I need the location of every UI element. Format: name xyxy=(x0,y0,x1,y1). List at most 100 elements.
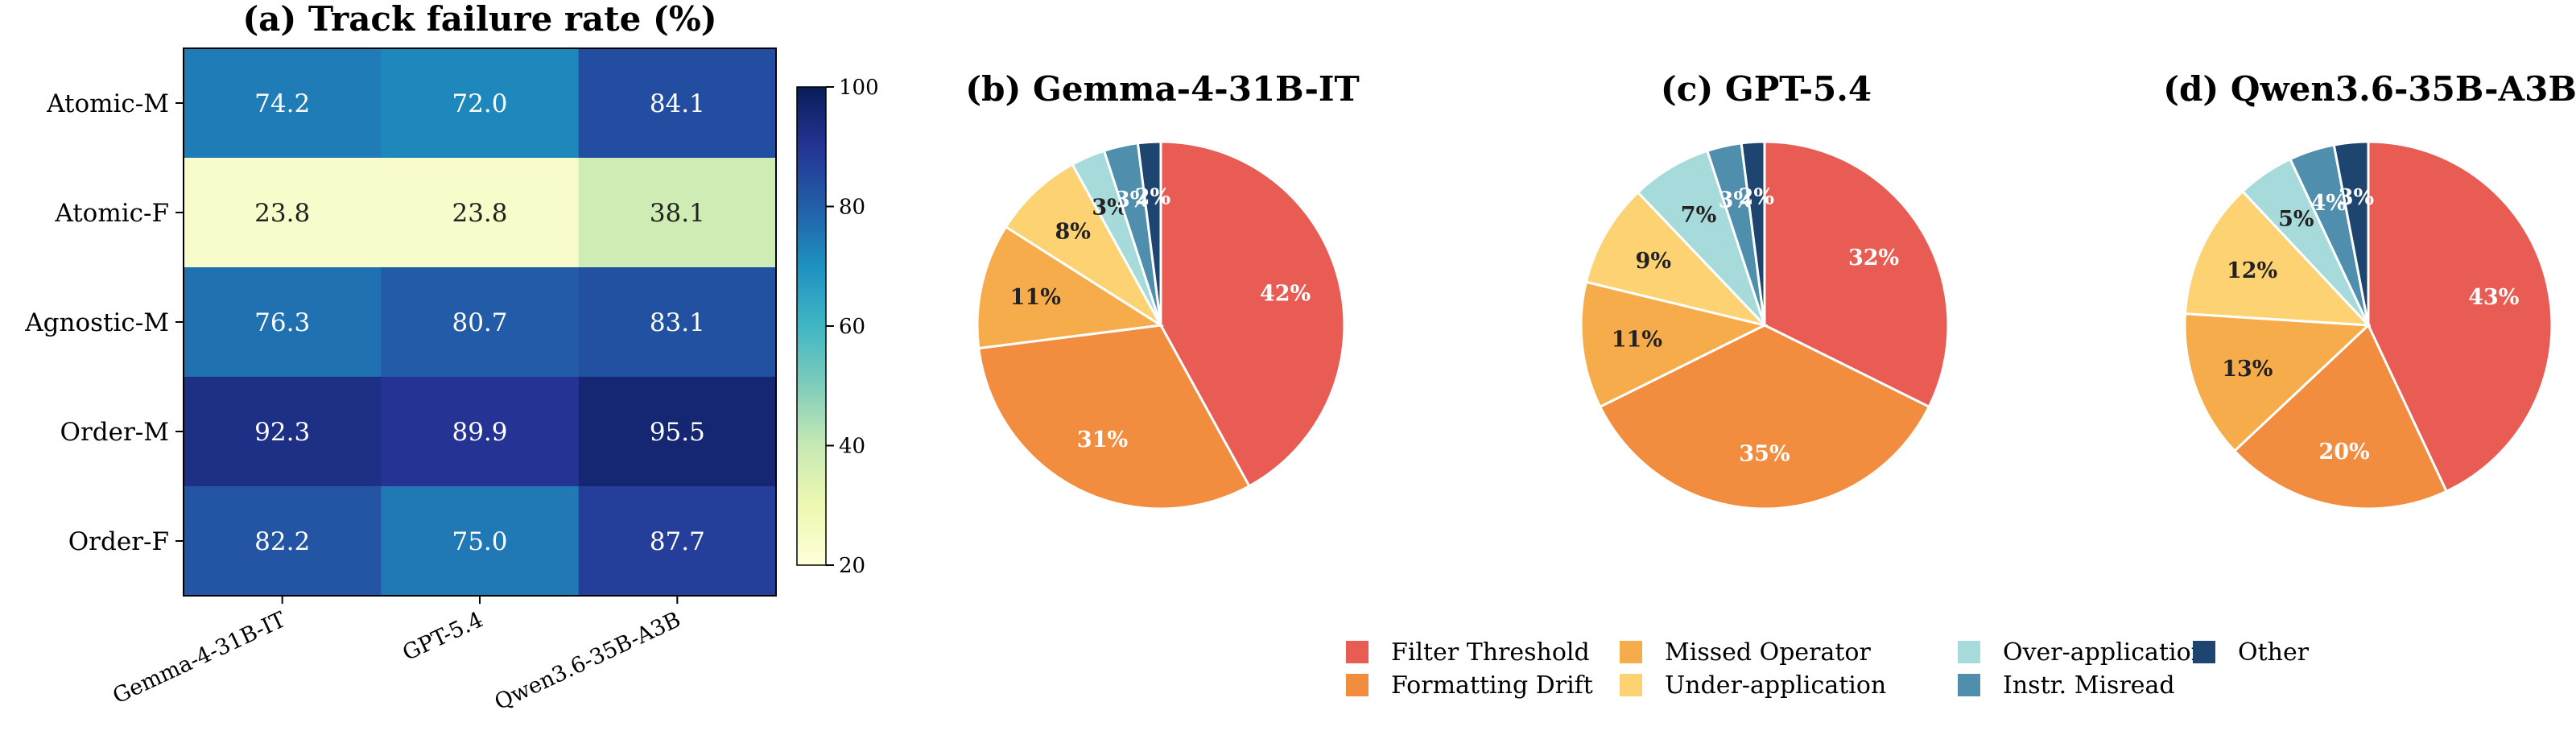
heatmap-row-label: Atomic-F xyxy=(54,199,169,228)
heatmap-cell-value: 92.3 xyxy=(254,418,310,447)
heatmap-cell-value: 23.8 xyxy=(452,199,507,228)
heatmap-cell-value: 84.1 xyxy=(650,89,705,118)
pie-slice xyxy=(1136,140,1162,326)
pie-slice-label: 20% xyxy=(2318,440,2369,465)
heatmap-cell-value: 23.8 xyxy=(254,199,310,228)
legend-item: Under-application xyxy=(1620,671,1886,700)
heatmap-cell-value: 87.7 xyxy=(650,527,705,556)
pie-slice-label: 12% xyxy=(2227,258,2277,283)
colorbar-gradient xyxy=(796,86,827,566)
heatmap-title: (a) Track failure rate (%) xyxy=(242,0,716,39)
legend: Filter Threshold Formatting Drift Missed O… xyxy=(1346,638,2310,700)
heatmap-panel: (a) Track failure rate (%) 74.2 72.0 84.1 2… xyxy=(24,0,777,715)
pie-title: (b) Gemma-4-31B-IT xyxy=(965,69,1360,109)
legend-swatch xyxy=(1620,641,1642,663)
legend-swatch xyxy=(1346,641,1368,663)
legend-label: Under-application xyxy=(1665,671,1886,700)
legend-item: Over-application xyxy=(1958,638,2207,667)
pie-slice xyxy=(1159,140,1346,488)
legend-swatch xyxy=(1620,674,1642,696)
heatmap-cell xyxy=(578,48,777,159)
heatmap-cell xyxy=(184,486,382,597)
heatmap-cell-value: 80.7 xyxy=(452,308,507,337)
legend-swatch xyxy=(1346,674,1368,696)
pie-slice xyxy=(1636,149,1766,327)
heatmap-col-label: GPT-5.4 xyxy=(398,607,486,666)
heatmap-cell-value: 95.5 xyxy=(650,418,705,447)
colorbar-tick-label: 40 xyxy=(839,435,865,459)
heatmap-cell xyxy=(381,377,580,487)
pie-slice-label: 2% xyxy=(1739,185,1774,210)
pie-slice-label: 35% xyxy=(1739,442,1790,467)
legend-label: Formatting Drift xyxy=(1391,671,1593,700)
legend-label: Filter Threshold xyxy=(1391,638,1590,667)
legend-item: Formatting Drift xyxy=(1346,671,1593,700)
heatmap-cell xyxy=(184,48,382,159)
legend-label: Other xyxy=(2238,638,2310,667)
pie-slice xyxy=(977,324,1251,510)
pie-slice-label: 2% xyxy=(1135,185,1170,210)
colorbar-tick-label: 20 xyxy=(839,554,865,578)
pie-slice xyxy=(2183,312,2372,453)
pie-title: (d) Qwen3.6-35B-A3B xyxy=(2163,69,2576,109)
heatmap-row-label: Atomic-M xyxy=(46,89,169,118)
heatmap-cell xyxy=(184,377,382,487)
colorbar: 20 40 60 80 100 xyxy=(796,76,879,578)
pie-slice xyxy=(2332,140,2370,326)
pie-slice-label: 42% xyxy=(1260,281,1311,306)
pie-slice-label: 32% xyxy=(1848,246,1899,270)
legend-item: Instr. Misread xyxy=(1958,671,2175,700)
colorbar-tick-label: 100 xyxy=(839,76,879,100)
colorbar-tick-label: 80 xyxy=(839,196,865,220)
pie-slice xyxy=(1763,140,1950,409)
pie-slice-label: 11% xyxy=(1010,285,1061,310)
heatmap-row-label: Agnostic-M xyxy=(24,308,169,337)
pie-slice xyxy=(1598,324,1931,510)
legend-swatch xyxy=(1958,641,1980,663)
legend-label: Over-application xyxy=(2003,638,2207,667)
pie-slice xyxy=(1740,140,1766,326)
pie-chart: (c) GPT-5.432%35%11%9%7%3%2% xyxy=(1579,69,1950,510)
legend-swatch xyxy=(1958,674,1980,696)
pie-title: (c) GPT-5.4 xyxy=(1661,69,1872,109)
heatmap-cell-value: 38.1 xyxy=(650,199,705,228)
colorbar-tick-label: 60 xyxy=(839,315,865,339)
pie-slice-label: 31% xyxy=(1077,427,1128,452)
pie-slice-label: 7% xyxy=(1681,203,1716,228)
legend-swatch xyxy=(2193,641,2215,663)
pie-slice xyxy=(2367,140,2553,493)
heatmap-cell xyxy=(578,158,777,268)
pie-slice xyxy=(976,225,1165,350)
pie-slice-label: 3% xyxy=(2339,185,2374,210)
pie-slice-label: 11% xyxy=(1612,328,1662,353)
heatmap-row-label: Order-M xyxy=(60,418,169,447)
heatmap-frame xyxy=(183,47,777,597)
pie-slice xyxy=(1004,163,1162,327)
pie-chart: (d) Qwen3.6-35B-A3B 43% 20% 13% 12% 5%4%3% xyxy=(2163,69,2576,510)
heatmap-cell xyxy=(381,48,580,159)
heatmap-cell xyxy=(578,486,777,597)
legend-item: Filter Threshold xyxy=(1346,638,1590,667)
legend-label: Instr. Misread xyxy=(2003,671,2175,700)
legend-label: Missed Operator xyxy=(1665,638,1871,667)
heatmap-cell xyxy=(184,267,382,378)
pie-slice-label: 13% xyxy=(2222,357,2273,382)
heatmap-cell-value: 72.0 xyxy=(452,89,507,118)
heatmap-cell xyxy=(578,267,777,378)
heatmap-cell-value: 82.2 xyxy=(254,527,310,556)
heatmap-cell-value: 76.3 xyxy=(254,308,310,337)
pie-slice-label: 5% xyxy=(2278,207,2314,232)
heatmap-cell-value: 83.1 xyxy=(650,308,705,337)
legend-item: Other xyxy=(2193,638,2310,667)
pie-slice-label: 43% xyxy=(2468,285,2519,310)
heatmap-col-label: Qwen3.6-35B-A3B xyxy=(491,607,685,715)
pie-slice-label: 8% xyxy=(1055,220,1091,245)
pie-slice-label: 4% xyxy=(2310,191,2346,216)
pie-slice xyxy=(2232,323,2449,510)
pie-slice xyxy=(1584,190,1769,328)
heatmap-cell-value: 74.2 xyxy=(254,89,310,118)
heatmap-cell xyxy=(381,486,580,597)
pie-slice-label: 9% xyxy=(1636,249,1671,274)
heatmap-col-label: Gemma-4-31B-IT xyxy=(109,607,290,708)
